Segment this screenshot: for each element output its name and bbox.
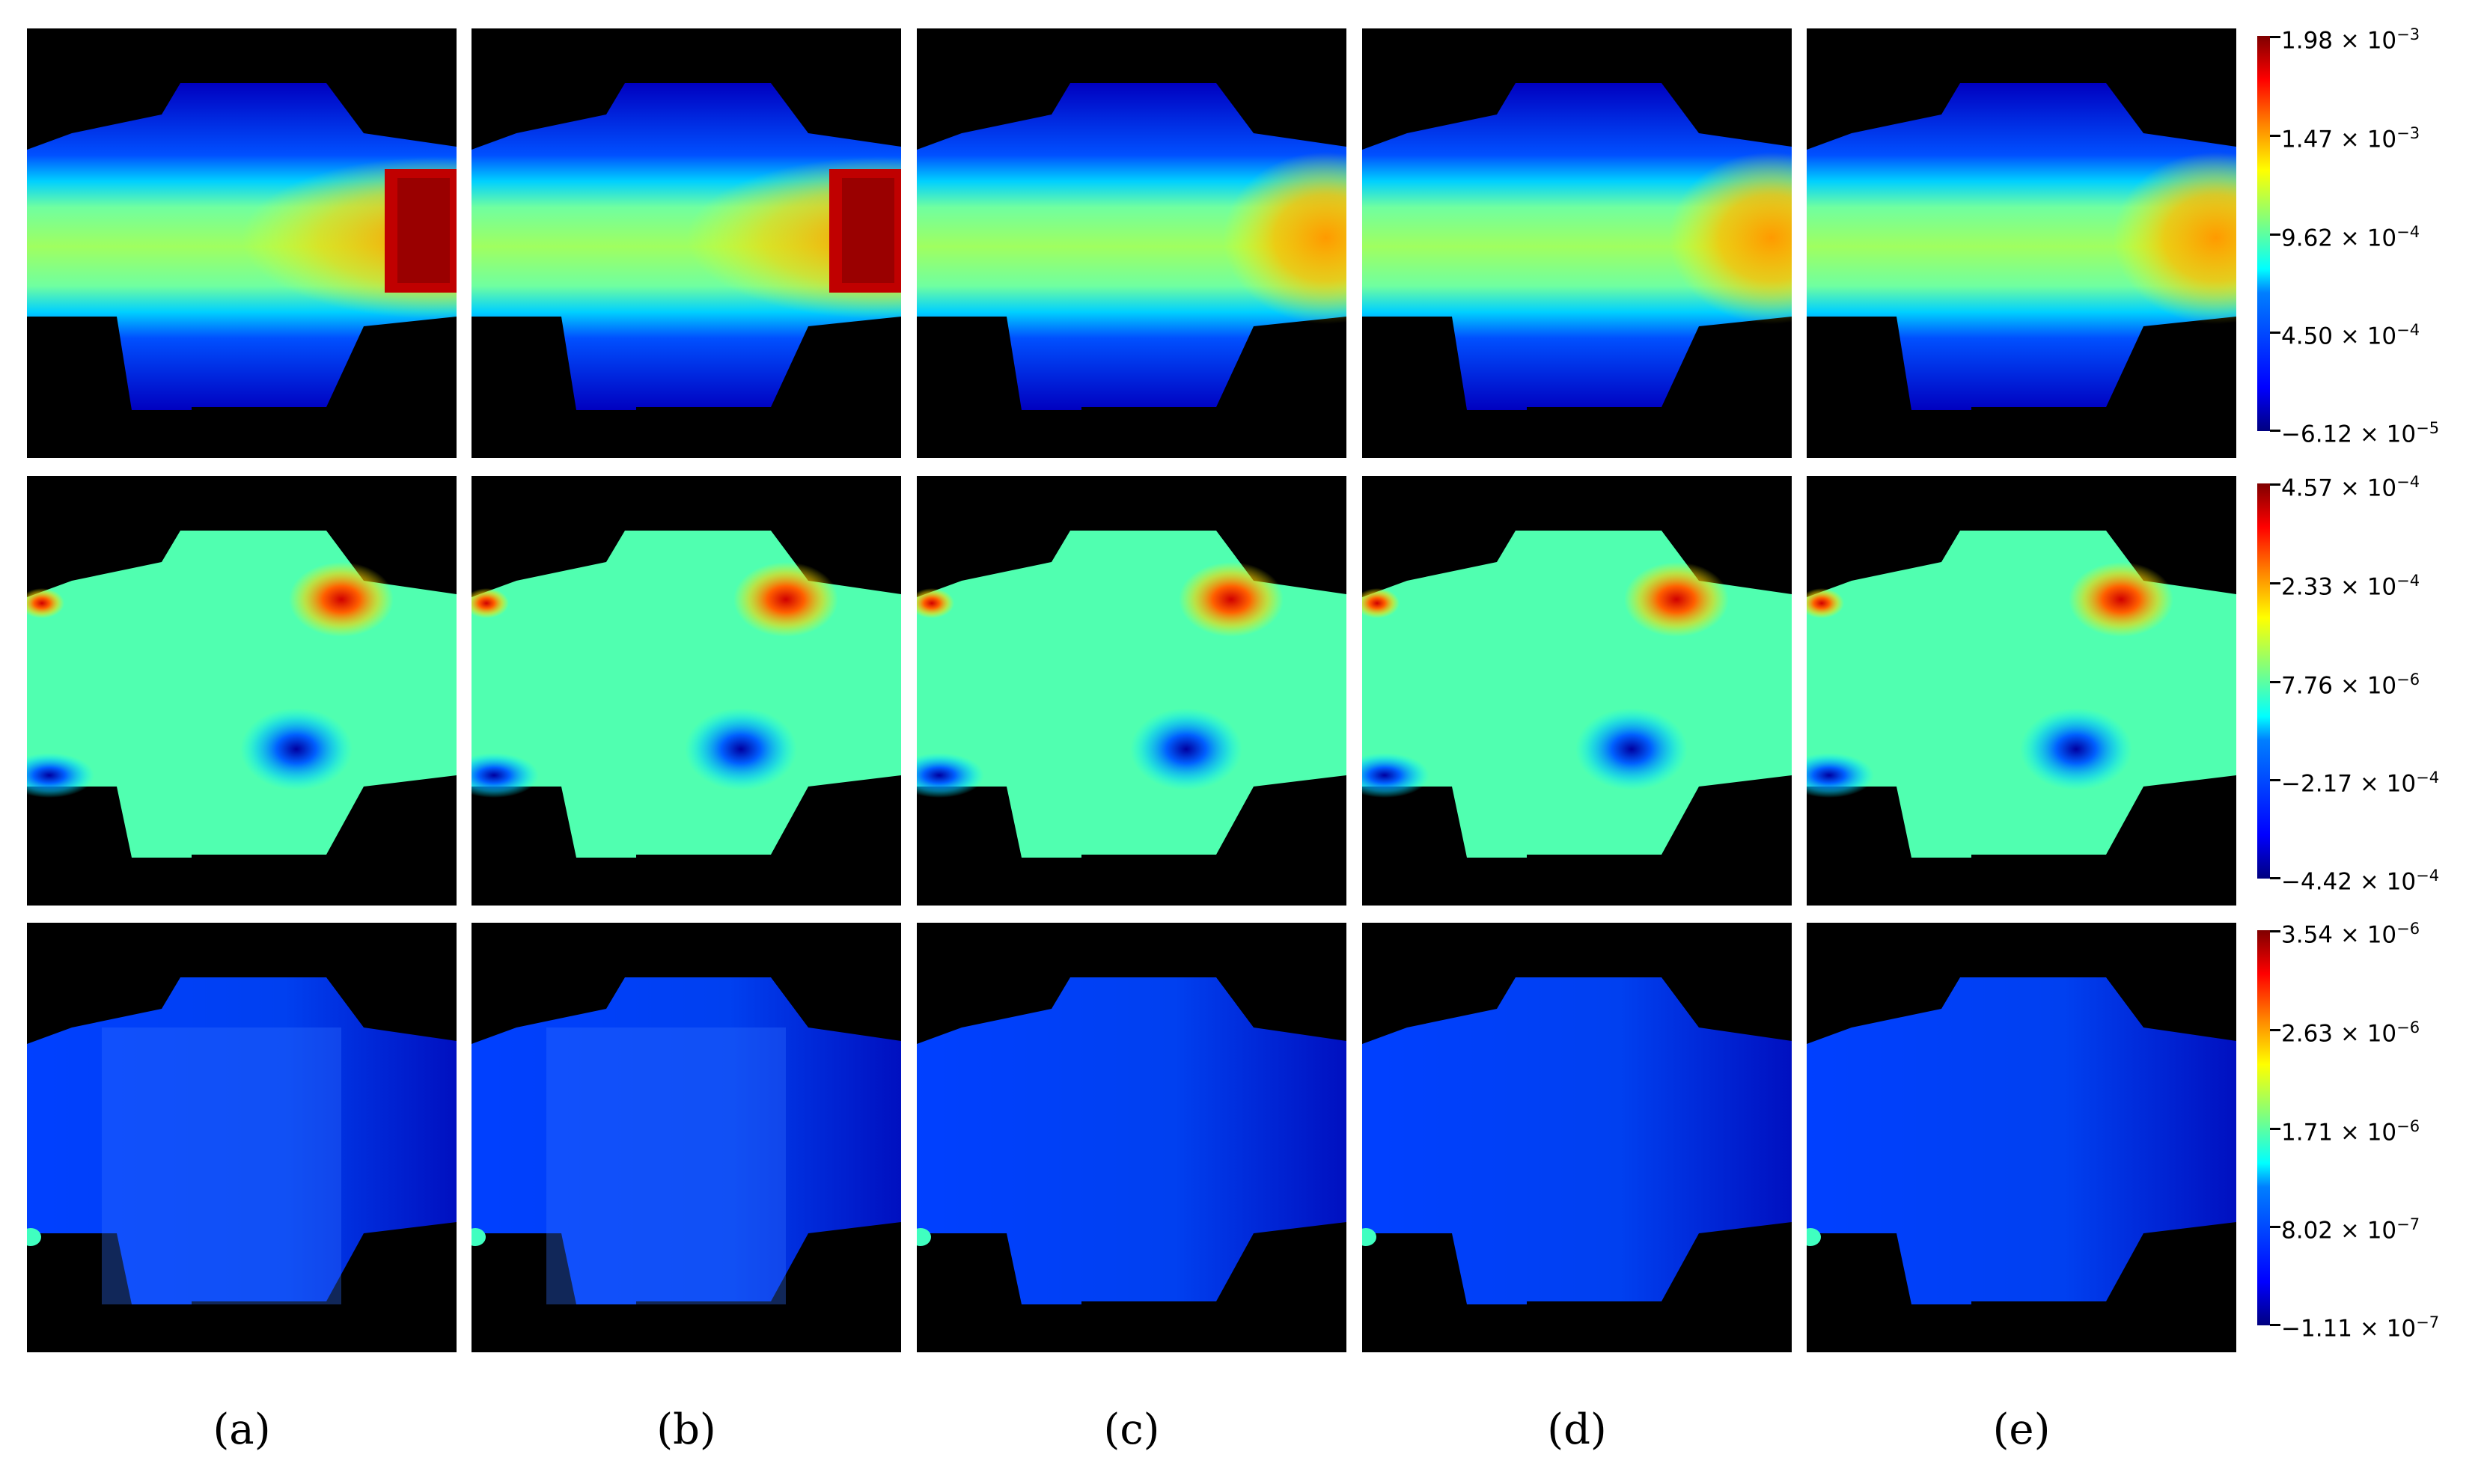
colorbar-row2-tick-2: 2.33 × 10−4	[2281, 572, 2420, 601]
colorbar-row1-tick-2: 1.47 × 10−3	[2281, 124, 2420, 153]
panel-r2-e	[1807, 476, 2236, 906]
colorbar-row1-tick-4: 4.50 × 10−4	[2281, 321, 2420, 350]
column-label-c: (c)	[1103, 1405, 1160, 1454]
panel-r2-c	[917, 476, 1346, 906]
colorbar-row1-tick-3: 9.62 × 10−4	[2281, 223, 2420, 252]
panel-r1-c	[917, 28, 1346, 458]
colorbar-row2-tick-1: 4.57 × 10−4	[2281, 473, 2420, 502]
column-label-e: (e)	[1992, 1405, 2051, 1454]
panel-r1-d	[1362, 28, 1792, 458]
colorbar-row2	[2257, 483, 2270, 879]
colorbar-row3-tick-4: 8.02 × 10−7	[2281, 1215, 2420, 1245]
colorbar-row3-tick-2: 2.63 × 10−6	[2281, 1019, 2420, 1048]
panel-r2-d	[1362, 476, 1792, 906]
colorbar-row3	[2257, 930, 2270, 1325]
panel-r3-b	[472, 923, 901, 1352]
panel-r1-b	[472, 28, 901, 458]
column-label-d: (d)	[1547, 1405, 1607, 1454]
panel-r1-a	[27, 28, 457, 458]
colorbar-row1-tick-1: 1.98 × 10−3	[2281, 25, 2420, 55]
colorbar-row3-tick-1: 3.54 × 10−6	[2281, 920, 2420, 949]
panel-r3-e	[1807, 923, 2236, 1352]
column-label-b: (b)	[656, 1405, 716, 1454]
colorbar-row3-tick-3: 1.71 × 10−6	[2281, 1117, 2420, 1146]
colorbar-row2-tick-3: 7.76 × 10−6	[2281, 671, 2420, 700]
colorbar-row2-tick-4: −2.17 × 10−4	[2281, 769, 2440, 798]
colorbar-row1	[2257, 36, 2270, 431]
panel-r3-d	[1362, 923, 1792, 1352]
panel-r1-e	[1807, 28, 2236, 458]
colorbar-row1-tick-5: −6.12 × 10−5	[2281, 419, 2440, 448]
panel-r3-c	[917, 923, 1346, 1352]
column-label-a: (a)	[213, 1405, 271, 1454]
colorbar-row2-tick-5: −4.42 × 10−4	[2281, 867, 2440, 896]
panel-r3-a	[27, 923, 457, 1352]
colorbar-row3-tick-5: −1.11 × 10−7	[2281, 1313, 2440, 1343]
panel-r2-b	[472, 476, 901, 906]
panel-r2-a	[27, 476, 457, 906]
